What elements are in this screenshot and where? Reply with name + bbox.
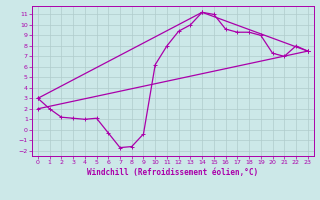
X-axis label: Windchill (Refroidissement éolien,°C): Windchill (Refroidissement éolien,°C): [87, 168, 258, 177]
